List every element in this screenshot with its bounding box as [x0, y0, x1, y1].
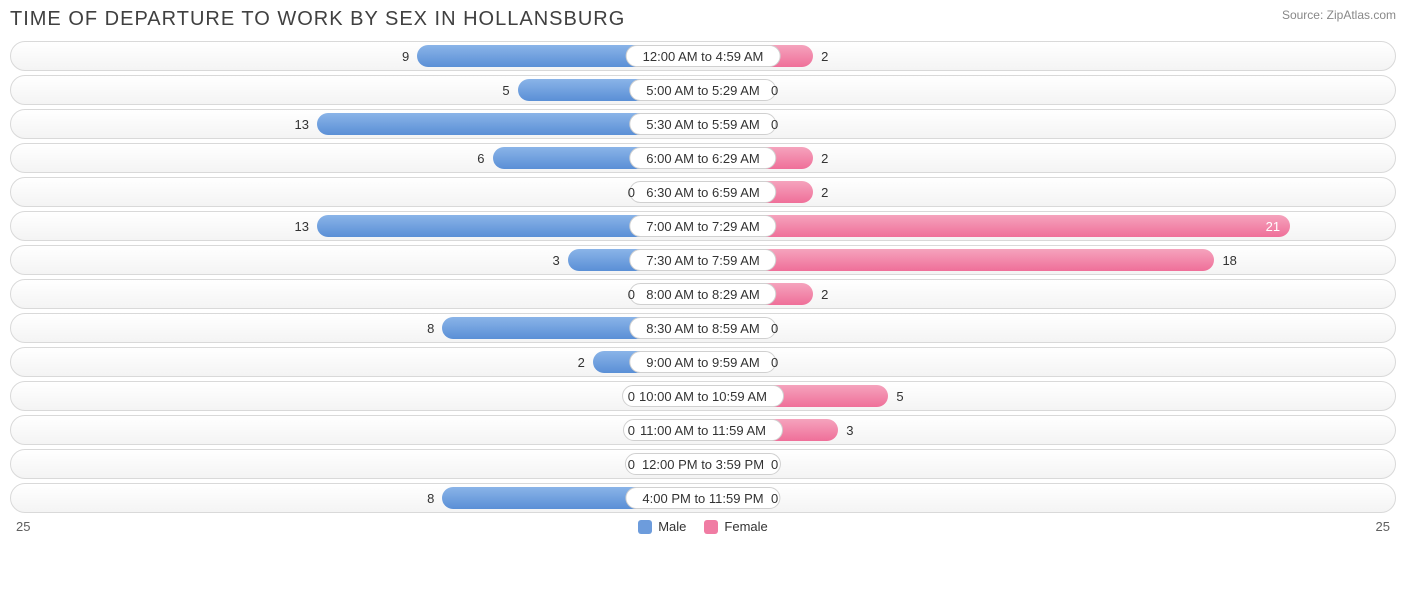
category-pill: 11:00 AM to 11:59 AM	[623, 419, 783, 441]
female-value: 0	[771, 314, 778, 342]
legend: Male Female	[638, 519, 768, 534]
female-value: 0	[771, 76, 778, 104]
chart-row: 4:00 PM to 11:59 PM 8 0	[10, 483, 1396, 513]
legend-label: Male	[658, 519, 686, 534]
chart-row: 9:00 AM to 9:59 AM 2 0	[10, 347, 1396, 377]
chart-row: 8:00 AM to 8:29 AM0 2	[10, 279, 1396, 309]
female-value: 2	[821, 178, 828, 206]
chart-row: 6:00 AM to 6:29 AM 6 2	[10, 143, 1396, 173]
female-value: 2	[821, 280, 828, 308]
chart-row: 5:30 AM to 5:59 AM 13 0	[10, 109, 1396, 139]
category-pill: 9:00 AM to 9:59 AM	[629, 351, 776, 373]
legend-swatch	[638, 520, 652, 534]
chart-row: 11:00 AM to 11:59 AM0 3	[10, 415, 1396, 445]
chart-row: 10:00 AM to 10:59 AM0 5	[10, 381, 1396, 411]
category-pill: 7:00 AM to 7:29 AM	[629, 215, 776, 237]
female-bar	[703, 249, 1214, 271]
male-value: 13	[295, 110, 309, 138]
chart-container: TIME OF DEPARTURE TO WORK BY SEX IN HOLL…	[0, 0, 1406, 540]
axis-max-left: 25	[16, 519, 30, 534]
male-value: 8	[427, 484, 434, 512]
female-bar	[703, 215, 1290, 237]
axis-max-right: 25	[1376, 519, 1390, 534]
chart-source: Source: ZipAtlas.com	[1282, 8, 1396, 22]
chart-rows: 12:00 AM to 4:59 AM925:00 AM to 5:29 AM5…	[10, 41, 1396, 513]
male-value: 0	[628, 450, 635, 478]
legend-label: Female	[724, 519, 767, 534]
female-value: 5	[896, 382, 903, 410]
female-value: 3	[846, 416, 853, 444]
male-value: 3	[553, 246, 560, 274]
chart-row: 12:00 AM to 4:59 AM 9 2	[10, 41, 1396, 71]
male-value: 0	[628, 280, 635, 308]
female-value: 2	[821, 42, 828, 70]
category-pill: 12:00 PM to 3:59 PM	[625, 453, 781, 475]
category-pill: 8:30 AM to 8:59 AM	[629, 317, 776, 339]
category-pill: 6:30 AM to 6:59 AM	[629, 181, 776, 203]
category-pill: 6:00 AM to 6:29 AM	[629, 147, 776, 169]
female-value: 2	[821, 144, 828, 172]
male-value: 2	[578, 348, 585, 376]
chart-row: 6:30 AM to 6:59 AM0 2	[10, 177, 1396, 207]
category-pill: 4:00 PM to 11:59 PM	[625, 487, 780, 509]
male-value: 5	[502, 76, 509, 104]
chart-title: TIME OF DEPARTURE TO WORK BY SEX IN HOLL…	[10, 8, 625, 31]
legend-item: Male	[638, 519, 686, 534]
category-pill: 10:00 AM to 10:59 AM	[622, 385, 784, 407]
chart-footer: 25 Male Female 25	[10, 519, 1396, 534]
chart-row: 5:00 AM to 5:29 AM 5 0	[10, 75, 1396, 105]
chart-header: TIME OF DEPARTURE TO WORK BY SEX IN HOLL…	[10, 8, 1396, 31]
female-value: 0	[771, 110, 778, 138]
female-value: 0	[771, 450, 778, 478]
male-value: 13	[295, 212, 309, 240]
category-pill: 7:30 AM to 7:59 AM	[629, 249, 776, 271]
male-value: 9	[402, 42, 409, 70]
category-pill: 5:30 AM to 5:59 AM	[629, 113, 776, 135]
category-pill: 8:00 AM to 8:29 AM	[629, 283, 776, 305]
chart-row: 8:30 AM to 8:59 AM 8 0	[10, 313, 1396, 343]
chart-row: 7:00 AM to 7:29 AM 13 21	[10, 211, 1396, 241]
male-value: 0	[628, 382, 635, 410]
male-value: 6	[477, 144, 484, 172]
female-value: 18	[1222, 246, 1236, 274]
male-value: 8	[427, 314, 434, 342]
category-pill: 12:00 AM to 4:59 AM	[626, 45, 781, 67]
male-value: 0	[628, 178, 635, 206]
male-value: 0	[628, 416, 635, 444]
legend-swatch	[704, 520, 718, 534]
chart-row: 12:00 PM to 3:59 PM00	[10, 449, 1396, 479]
legend-item: Female	[704, 519, 767, 534]
category-pill: 5:00 AM to 5:29 AM	[629, 79, 776, 101]
female-value: 0	[771, 348, 778, 376]
female-value: 21	[1266, 212, 1280, 240]
chart-row: 7:30 AM to 7:59 AM 3 18	[10, 245, 1396, 275]
female-value: 0	[771, 484, 778, 512]
